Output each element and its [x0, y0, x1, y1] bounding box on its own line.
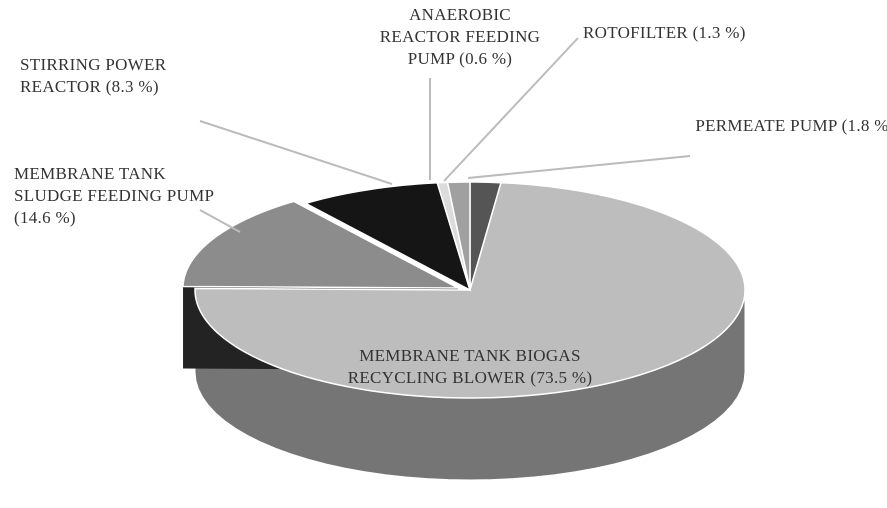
slice-label: ROTOFILTER (1.3 %): [583, 22, 843, 44]
leader-line: [467, 155, 691, 179]
category-name: STIRRING POWER REACTOR: [20, 55, 167, 96]
slice: [182, 200, 459, 289]
value-label: (14.6 %): [14, 208, 76, 227]
leader-line: [199, 120, 393, 185]
category-name: ROTOFILTER: [583, 23, 689, 42]
slice: [303, 181, 472, 292]
slice-label: ANAEROBIC REACTOR FEEDING PUMP (0.6 %): [370, 4, 550, 70]
category-name: PERMEATE PUMP: [695, 116, 837, 135]
value-label: (8.3 %): [105, 77, 159, 96]
leader-line: [199, 209, 241, 233]
value-label: (1.8 %): [841, 116, 887, 135]
slice-label: MEMBRANE TANK BIOGAS RECYCLING BLOWER (7…: [310, 345, 630, 389]
slice-label: MEMBRANE TANK SLUDGE FEEDING PUMP (14.6 …: [14, 163, 214, 229]
category-name: MEMBRANE TANK SLUDGE FEEDING PUMP: [14, 164, 214, 205]
value-label: (1.3 %): [692, 23, 746, 42]
slice-label: PERMEATE PUMP (1.8 %): [695, 115, 887, 137]
category-name: MEMBRANE TANK BIOGAS RECYCLING BLOWER: [347, 346, 581, 387]
slice: [446, 181, 471, 291]
leader-line: [443, 37, 579, 182]
value-label: (73.5 %): [530, 368, 593, 387]
category-name: ANAEROBIC REACTOR FEEDING PUMP: [379, 5, 541, 68]
slice-label: STIRRING POWER REACTOR (8.3 %): [20, 54, 220, 98]
value-label: (0.6 %): [459, 49, 513, 68]
